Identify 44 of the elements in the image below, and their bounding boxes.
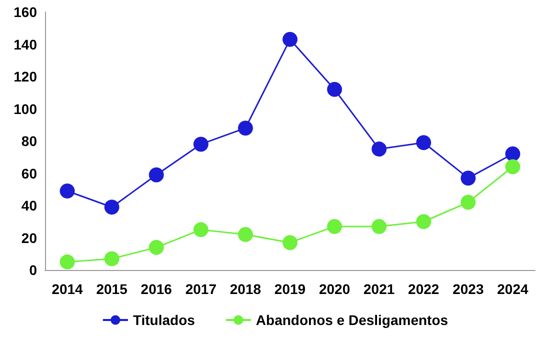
point <box>60 183 75 198</box>
point <box>416 135 432 150</box>
x-tick-label: 2022 <box>408 281 440 297</box>
point <box>238 227 253 242</box>
point <box>416 214 432 230</box>
point <box>372 142 387 157</box>
point <box>282 32 298 47</box>
x-tick-label: 2017 <box>185 281 217 297</box>
point <box>148 240 164 255</box>
point <box>104 200 120 215</box>
y-tick-label: 120 <box>14 68 38 84</box>
legend-label: Abandonos e Desligamentos <box>256 312 448 328</box>
x-tick-label: 2016 <box>140 281 172 297</box>
point <box>327 82 342 97</box>
point <box>505 159 520 174</box>
point <box>327 218 342 234</box>
x-tick-label: 2018 <box>230 281 262 297</box>
point <box>60 254 75 270</box>
point <box>460 170 476 186</box>
y-tick-label: 140 <box>14 36 38 52</box>
x-tick-label: 2023 <box>452 281 484 297</box>
point <box>193 222 208 238</box>
legend-label: Titulados <box>132 312 196 328</box>
point <box>238 120 253 136</box>
y-tick-label: 40 <box>21 198 38 214</box>
y-tick-label: 100 <box>14 100 38 117</box>
y-tick-label: 60 <box>21 165 38 182</box>
point <box>505 146 520 162</box>
point <box>372 218 387 234</box>
x-tick-label: 2021 <box>364 281 395 297</box>
y-tick-label: 80 <box>21 133 38 149</box>
x-tick-label: 2019 <box>274 281 306 297</box>
point <box>148 167 164 182</box>
point <box>282 235 298 250</box>
x-tick-label: 2020 <box>318 281 350 297</box>
point <box>460 194 476 210</box>
x-tick-label: 2014 <box>52 281 84 297</box>
point <box>104 251 120 266</box>
x-tick-label: 2015 <box>96 281 128 297</box>
y-tick-label: 20 <box>21 230 38 246</box>
point <box>193 136 208 152</box>
y-tick-label: 160 <box>14 4 38 20</box>
x-tick-label: 2024 <box>497 281 529 297</box>
y-tick-label: 0 <box>29 262 38 278</box>
